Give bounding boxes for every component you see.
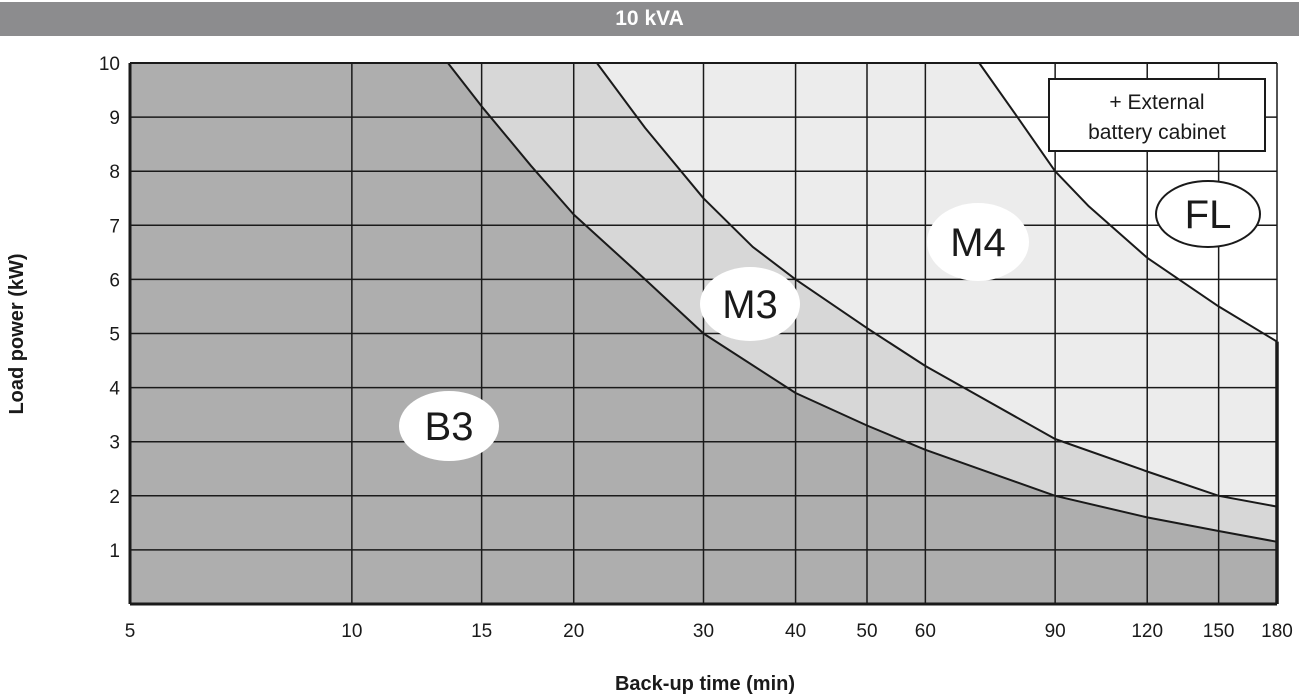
y-tick-label-1: 1 [109,541,120,562]
y-tick-label-4: 4 [109,379,120,400]
boundary-curve-b3 [447,62,1278,543]
boundary-curve-m3 [596,62,1278,508]
x-tick-label-40: 40 [785,621,806,642]
x-tick-label-5: 5 [125,621,136,642]
x-tick-label-90: 90 [1045,621,1066,642]
x-tick-label-60: 60 [915,621,936,642]
external-cabinet-note: + External battery cabinet [1048,78,1266,152]
y-tick-label-2: 2 [109,487,120,508]
x-tick-labels: 5 10 15 20 30 40 50 60 90 120 150 180 [125,621,1293,642]
y-tick-label-6: 6 [109,270,120,291]
zone-label-m3: M3 [700,267,800,341]
y-axis-label: Load power (kW) [6,253,28,414]
x-tick-label-180: 180 [1261,621,1293,642]
zone-label-b3-bubble [399,391,499,461]
chart-title: 10 kVA [0,2,1299,36]
boundary-curve-m4 [978,62,1278,343]
x-tick-label-120: 120 [1131,621,1163,642]
external-cabinet-line2: battery cabinet [1088,121,1226,144]
y-tick-label-7: 7 [109,216,120,237]
external-cabinet-line1: + External [1109,91,1204,114]
y-tick-label-10: 10 [99,54,120,75]
zone-label-b3-text: B3 [425,405,474,449]
zone-label-m4-bubble [927,203,1029,281]
y-tick-labels: 1 2 3 4 5 6 7 8 9 10 [99,54,121,562]
y-tick-label-5: 5 [109,325,120,346]
y-tick-label-8: 8 [109,162,120,183]
zone-label-m4-text: M4 [950,221,1006,265]
x-tick-label-30: 30 [693,621,714,642]
zone-label-fl-bubble [1155,180,1261,248]
zone-label-fl-text: FL [1185,193,1232,237]
x-tick-label-20: 20 [563,621,584,642]
zone-label-m3-bubble [700,267,800,341]
zone-label-b3: B3 [399,391,499,461]
external-cabinet-box [1048,78,1266,152]
y-tick-label-3: 3 [109,433,120,454]
boundary-curves [447,62,1278,543]
x-tick-label-50: 50 [856,621,877,642]
axes [128,62,1279,606]
zone-label-fl: FL [1155,180,1261,248]
y-tick-label-9: 9 [109,108,120,129]
zone-label-m4: M4 [927,203,1029,281]
x-tick-label-10: 10 [341,621,362,642]
zone-label-m3-text: M3 [722,283,778,327]
x-tick-label-15: 15 [471,621,492,642]
x-tick-label-150: 150 [1203,621,1235,642]
x-axis-label: Back-up time (min) [615,673,795,695]
